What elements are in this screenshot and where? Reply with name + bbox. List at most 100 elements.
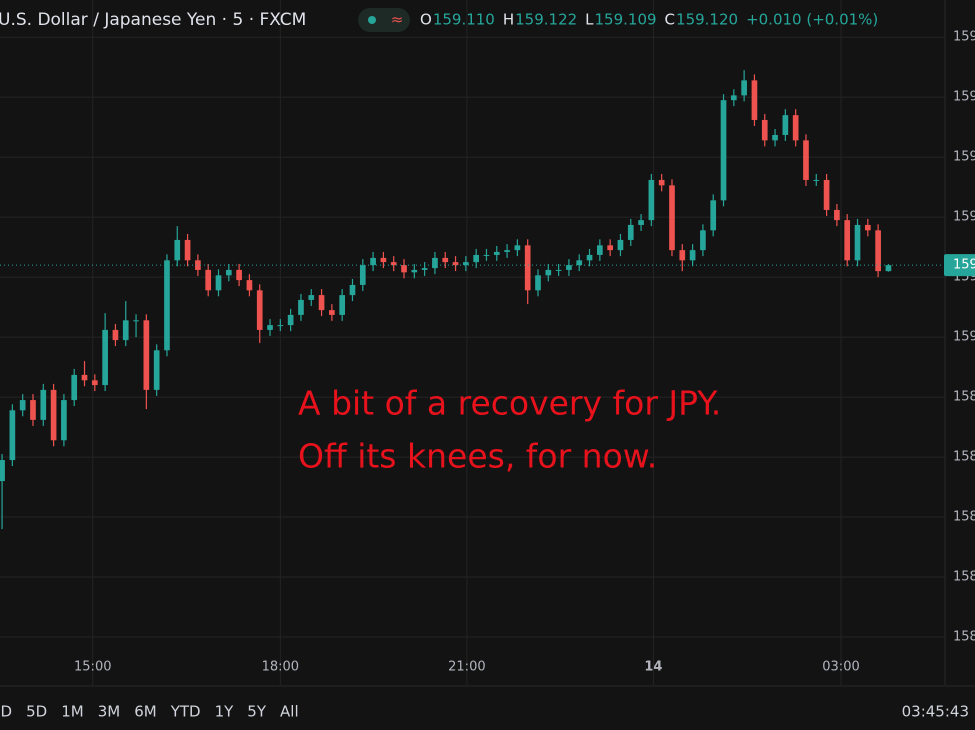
y-tick-label: 158.700 bbox=[953, 510, 975, 525]
candle-body bbox=[256, 290, 263, 330]
candle-body bbox=[679, 250, 686, 261]
y-tick-label: 159.000 bbox=[953, 330, 975, 345]
annotation: Off its knees, for now. bbox=[298, 437, 657, 476]
clock: 03:45:43 bbox=[902, 703, 969, 721]
x-tick-label: 15:00 bbox=[74, 660, 111, 675]
range-button[interactable]: YTD bbox=[170, 703, 201, 721]
candle-body bbox=[617, 239, 624, 251]
candle-body bbox=[71, 374, 78, 401]
candle-body bbox=[689, 250, 696, 261]
candle-body bbox=[586, 254, 593, 261]
candle-body bbox=[164, 260, 170, 351]
ohlc-value: 159.109 bbox=[595, 11, 657, 29]
candle-body bbox=[81, 374, 88, 381]
y-tick-label: 159.300 bbox=[953, 150, 975, 165]
candle-body bbox=[91, 380, 98, 386]
candle-body bbox=[844, 220, 851, 261]
y-tick-label: 158.600 bbox=[953, 570, 975, 585]
candle-body bbox=[730, 95, 737, 101]
candle-body bbox=[638, 220, 644, 225]
x-tick-label: 03:00 bbox=[822, 660, 859, 675]
range-button[interactable]: 1D bbox=[0, 703, 12, 721]
range-button[interactable]: All bbox=[280, 703, 299, 721]
range-button[interactable]: 1M bbox=[61, 703, 84, 721]
candle-body bbox=[432, 257, 438, 269]
x-tick-label: 18:00 bbox=[262, 660, 299, 675]
candle-body bbox=[349, 284, 356, 296]
candle-body bbox=[50, 389, 57, 441]
candle-body bbox=[267, 325, 273, 330]
candle-body bbox=[483, 254, 490, 256]
candle-body bbox=[318, 295, 325, 311]
change-value: +0.010 (+0.01%) bbox=[746, 11, 878, 29]
market-status-dot bbox=[368, 16, 376, 24]
candle-body bbox=[473, 254, 479, 263]
header: U.S. Dollar / Japanese Yen · 5 · FXCM ≈ … bbox=[0, 8, 878, 32]
candle-body bbox=[308, 295, 315, 300]
data-status-icon: ≈ bbox=[391, 11, 404, 29]
candle-body bbox=[823, 179, 830, 210]
y-tick-label: 159.500 bbox=[953, 30, 975, 45]
candle-body bbox=[524, 245, 531, 291]
range-button[interactable]: 5Y bbox=[247, 703, 267, 721]
indicator-toggle[interactable] bbox=[358, 8, 410, 32]
candle-body bbox=[225, 269, 232, 276]
candle-body bbox=[359, 265, 366, 285]
candle-body bbox=[112, 329, 119, 341]
candle-body bbox=[566, 265, 572, 270]
y-tick-label: 158.500 bbox=[953, 630, 975, 645]
candle-body bbox=[184, 239, 191, 261]
range-button[interactable]: 5D bbox=[26, 703, 47, 721]
candle-body bbox=[277, 325, 284, 327]
candle-body bbox=[576, 260, 583, 266]
candle-body bbox=[751, 80, 758, 120]
candle-body bbox=[133, 320, 139, 322]
ohlc-key: O bbox=[420, 11, 432, 29]
candle-body bbox=[9, 410, 16, 461]
candle-body bbox=[0, 460, 5, 482]
candle-body bbox=[380, 257, 387, 263]
candle-body bbox=[452, 262, 459, 266]
ohlc-value: 159.122 bbox=[515, 11, 577, 29]
x-tick-label: 21:00 bbox=[448, 660, 485, 675]
candle-body bbox=[834, 209, 840, 221]
candle-body bbox=[153, 350, 160, 390]
candle-body bbox=[61, 400, 67, 441]
ohlc-key: L bbox=[585, 11, 594, 29]
candle-body bbox=[761, 119, 768, 141]
range-button[interactable]: 3M bbox=[98, 703, 121, 721]
candle-body bbox=[741, 80, 747, 96]
candle-body bbox=[143, 320, 150, 390]
candle-body bbox=[102, 329, 108, 386]
candle-body bbox=[854, 224, 861, 261]
last-price-badge bbox=[944, 254, 975, 277]
candle-body bbox=[122, 320, 129, 341]
candle-body bbox=[40, 389, 47, 420]
candle-body bbox=[298, 299, 304, 315]
candle-body bbox=[329, 310, 335, 315]
range-button[interactable]: 1Y bbox=[215, 703, 235, 721]
ohlc-value: 159.120 bbox=[676, 11, 738, 29]
candle-body bbox=[390, 262, 397, 266]
candle-body bbox=[700, 230, 706, 251]
candle-body bbox=[864, 224, 871, 231]
candle-body bbox=[658, 179, 665, 186]
candle-body bbox=[195, 260, 201, 270]
candle-body bbox=[205, 269, 212, 291]
candle-body bbox=[535, 275, 541, 291]
candle-body bbox=[215, 275, 222, 291]
candle-body bbox=[19, 400, 26, 411]
candle-body bbox=[246, 280, 253, 291]
ohlc-value: 159.110 bbox=[433, 11, 495, 29]
range-button[interactable]: 6M bbox=[134, 703, 157, 721]
candle-body bbox=[463, 262, 469, 266]
candle-body bbox=[504, 250, 510, 252]
candle-body bbox=[545, 269, 552, 276]
last-price-label: 159.120 bbox=[953, 258, 975, 273]
candle-body bbox=[782, 115, 789, 135]
y-tick-label: 159.200 bbox=[953, 210, 975, 225]
candle-body bbox=[720, 100, 727, 201]
candle-body bbox=[555, 269, 562, 271]
symbol-title[interactable]: U.S. Dollar / Japanese Yen · 5 · FXCM bbox=[0, 10, 306, 30]
